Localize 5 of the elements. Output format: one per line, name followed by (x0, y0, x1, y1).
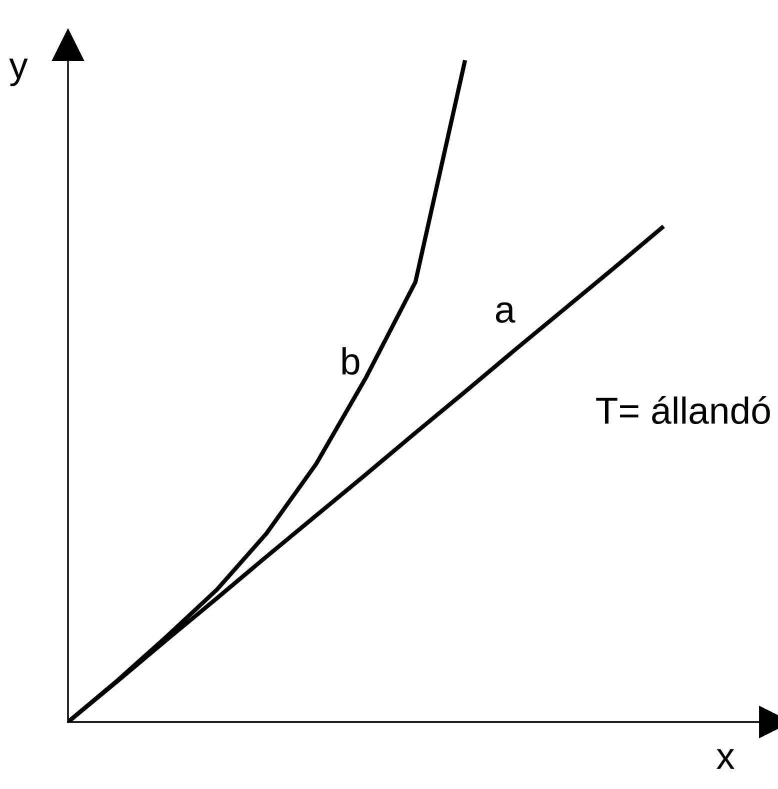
x-axis-title: x (716, 749, 734, 769)
y-axis-title: y (9, 58, 28, 86)
annotation: T= állandó (596, 396, 770, 424)
series-label: b (342, 347, 360, 375)
series-label: a (496, 302, 516, 323)
